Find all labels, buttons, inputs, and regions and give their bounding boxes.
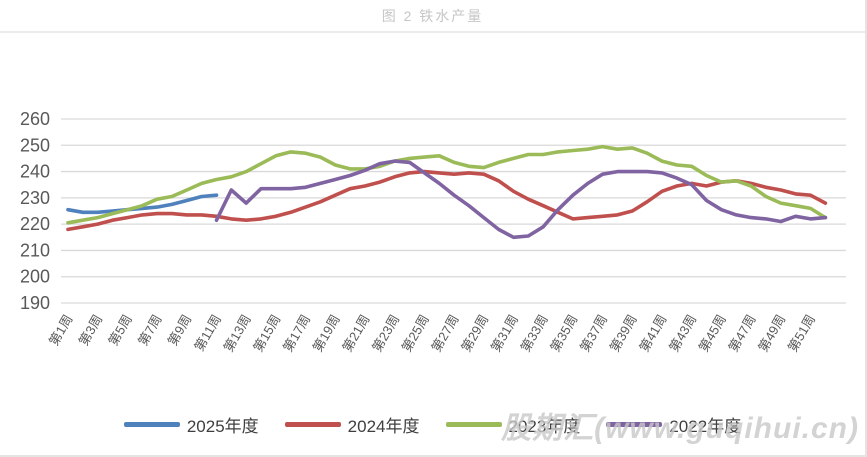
x-tick-week-49: 第49周: [755, 312, 788, 355]
x-tick-week-47: 第47周: [725, 312, 758, 355]
x-tick-week-41: 第41周: [636, 312, 669, 355]
legend-swatch-2025: [123, 422, 180, 427]
chart-legend: 2025年度 2024年度 2023年度 2022年度: [0, 412, 865, 437]
x-tick-week-3: 第3周: [76, 312, 106, 348]
x-tick-week-17: 第17周: [280, 312, 313, 355]
legend-swatch-2024: [284, 422, 341, 427]
x-tick-week-39: 第39周: [607, 312, 640, 355]
y-tick-200: 200: [20, 267, 50, 287]
legend-item-2024: 2024年度: [284, 412, 420, 437]
x-tick-week-19: 第19周: [310, 312, 343, 355]
x-tick-week-37: 第37周: [577, 312, 610, 355]
series-line-2024年度: [66, 169, 828, 232]
y-tick-260: 260: [20, 109, 50, 129]
legend-swatch-2022: [606, 422, 663, 427]
x-tick-week-43: 第43周: [666, 312, 699, 355]
x-tick-week-9: 第9周: [165, 312, 195, 348]
legend-label-2022: 2022年度: [669, 417, 742, 436]
x-tick-week-1: 第1周: [46, 312, 76, 348]
x-tick-week-7: 第7周: [135, 312, 165, 348]
y-tick-220: 220: [20, 214, 50, 234]
legend-swatch-2023: [445, 422, 502, 427]
title-divider: [0, 31, 865, 33]
x-tick-week-13: 第13周: [221, 312, 254, 355]
x-tick-week-51: 第51周: [785, 312, 818, 355]
y-tick-250: 250: [20, 135, 50, 155]
series-line-2025年度: [66, 193, 219, 215]
legend-label-2025: 2025年度: [186, 417, 259, 436]
x-tick-week-29: 第29周: [458, 312, 491, 355]
x-tick-week-33: 第33周: [518, 312, 551, 355]
legend-item-2022: 2022年度: [606, 412, 741, 437]
x-tick-week-31: 第31周: [488, 312, 521, 355]
series-line-2022年度: [214, 159, 828, 240]
x-tick-week-21: 第21周: [339, 312, 372, 355]
y-tick-230: 230: [20, 188, 50, 208]
chart-title: 图 2 铁水产量: [381, 8, 484, 24]
x-tick-week-11: 第11周: [191, 312, 224, 354]
x-tick-week-35: 第35周: [547, 312, 580, 355]
y-tick-210: 210: [20, 240, 50, 260]
x-tick-week-45: 第45周: [696, 312, 729, 355]
y-tick-190: 190: [20, 293, 50, 313]
x-tick-week-27: 第27周: [428, 312, 461, 355]
legend-label-2023: 2023年度: [508, 417, 581, 436]
legend-item-2023: 2023年度: [445, 412, 581, 437]
x-tick-week-25: 第25周: [399, 312, 432, 355]
y-tick-240: 240: [20, 162, 50, 182]
legend-label-2024: 2024年度: [347, 417, 420, 436]
legend-item-2025: 2025年度: [123, 412, 259, 437]
x-tick-week-5: 第5周: [105, 312, 135, 348]
x-tick-week-15: 第15周: [250, 312, 283, 355]
series-line-2023年度: [66, 144, 828, 225]
x-tick-week-23: 第23周: [369, 312, 402, 355]
